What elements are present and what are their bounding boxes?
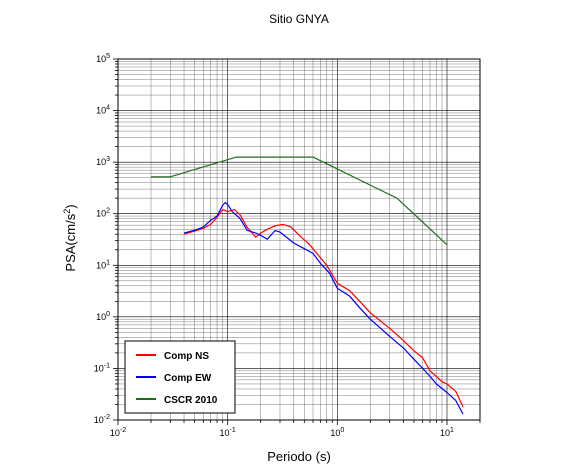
y-axis-title-end: ) bbox=[63, 204, 78, 208]
legend-items: Comp NS Comp EW CSCR 2010 bbox=[136, 351, 218, 406]
legend: Comp NS Comp EW CSCR 2010 bbox=[124, 340, 236, 414]
x-tick-label: 100 bbox=[330, 427, 344, 438]
y-tick-label: 101 bbox=[96, 259, 110, 270]
legend-label-1: Comp NS bbox=[164, 351, 209, 362]
y-tick-label: 102 bbox=[96, 208, 110, 219]
legend-label-2: Comp EW bbox=[164, 373, 212, 384]
series-group bbox=[151, 156, 464, 415]
x-tick-label: 10-2 bbox=[110, 427, 126, 438]
y-axis-title-base: PSA(cm/s bbox=[63, 213, 78, 271]
y-tick-label: 104 bbox=[96, 105, 110, 116]
y-axis-title: PSA(cm/s2) bbox=[62, 204, 78, 271]
x-axis-title: Periodo (s) bbox=[267, 449, 331, 464]
y-tick-label: 100 bbox=[96, 311, 110, 322]
x-tick-label: 10-1 bbox=[220, 427, 236, 438]
y-tick-labels: 10-2 10-1 100 101 102 103 104 105 bbox=[94, 53, 110, 425]
y-axis-title-sup: 2 bbox=[62, 209, 72, 214]
plot-frame bbox=[117, 58, 481, 421]
y-tick-label: 10-1 bbox=[94, 362, 110, 373]
y-tick-label: 103 bbox=[96, 156, 110, 167]
y-tick-label: 105 bbox=[96, 53, 110, 64]
x-tick-labels: 10-2 10-1 100 101 bbox=[110, 427, 454, 438]
legend-label-3: CSCR 2010 bbox=[164, 395, 218, 406]
series-line-1 bbox=[183, 209, 464, 408]
chart-title: Sitio GNYA bbox=[269, 12, 329, 26]
y-tick-label: 10-2 bbox=[94, 414, 110, 425]
x-tick-label: 101 bbox=[440, 427, 454, 438]
series-line-2 bbox=[183, 201, 464, 415]
series-line-3 bbox=[151, 156, 448, 246]
tick-marks bbox=[113, 58, 481, 425]
